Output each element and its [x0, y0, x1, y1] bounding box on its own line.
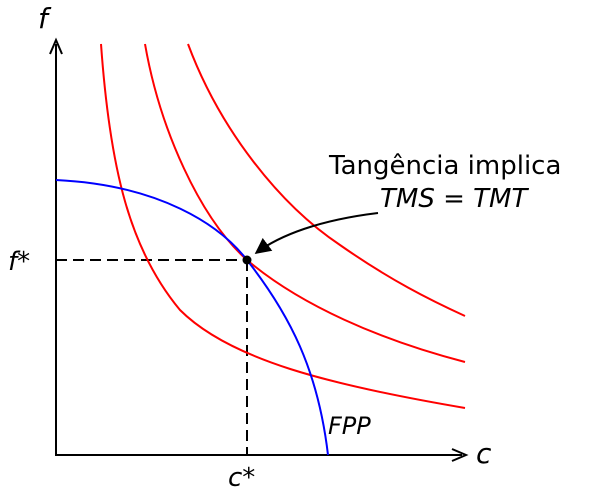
f-star-label: f* — [8, 247, 30, 277]
c-star-label: c* — [228, 463, 255, 489]
x-axis-arrow — [451, 448, 469, 462]
indifference-curve-3 — [187, 43, 466, 317]
y-axis-label: f — [38, 2, 52, 35]
ppf-curve — [55, 179, 329, 456]
annotation-equation: TMS = TMT — [380, 184, 529, 214]
ppf-label: FPP — [328, 412, 371, 440]
indifference-curve-1 — [100, 43, 466, 409]
x-axis-label: c — [476, 437, 492, 470]
tangency-point — [242, 255, 252, 265]
annotation-arrow — [254, 212, 379, 254]
annotation-title: Tangência implica — [328, 151, 561, 181]
y-axis-arrow — [49, 37, 63, 55]
